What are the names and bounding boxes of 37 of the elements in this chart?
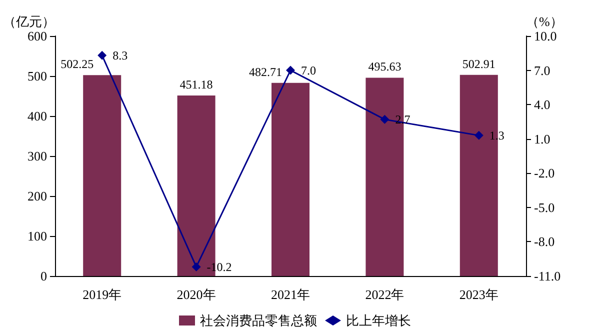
data-label: 7.0 bbox=[301, 63, 316, 78]
data-label: 502.25 bbox=[60, 57, 94, 72]
point bbox=[286, 66, 295, 75]
legend-label: 比上年增长 bbox=[346, 313, 411, 328]
point bbox=[380, 114, 390, 124]
y-tick-label: 0 bbox=[40, 268, 47, 284]
y-tick-label: 600 bbox=[28, 28, 47, 44]
point bbox=[192, 262, 201, 272]
y-tick-label: 100 bbox=[28, 228, 47, 244]
point bbox=[474, 130, 484, 140]
x-tick-label: 2023年 bbox=[459, 287, 498, 302]
data-label: 495.63 bbox=[368, 60, 402, 74]
y2-tick-label: 1.0 bbox=[534, 131, 550, 146]
y-tick-label: 400 bbox=[28, 108, 47, 124]
y2-tick-label: 4.0 bbox=[534, 97, 550, 112]
x-tick-label: 2019年 bbox=[82, 287, 122, 302]
point bbox=[98, 50, 107, 60]
y-tick-label: 500 bbox=[28, 68, 47, 84]
data-label: 502.91 bbox=[462, 56, 496, 71]
y2-tick-label: -8.0 bbox=[534, 234, 555, 250]
y2-tick-label: -11.0 bbox=[534, 268, 561, 284]
y-tick-label: 200 bbox=[28, 188, 47, 204]
data-label: 8.3 bbox=[112, 48, 128, 62]
y-axis-title: （亿元） bbox=[3, 14, 55, 29]
x-tick-label: 2022年 bbox=[365, 287, 404, 302]
y2-tick-label: 7.0 bbox=[534, 62, 550, 78]
x-tick-label: 2020年 bbox=[176, 287, 216, 302]
y2-axis-title: （%） bbox=[526, 14, 563, 29]
x-tick-label: 2021年 bbox=[271, 287, 310, 302]
data-label: 482.71 bbox=[249, 64, 282, 79]
legend-label: 社会消费品零售总额 bbox=[200, 313, 317, 328]
y2-tick-label: -5.0 bbox=[534, 200, 555, 215]
data-label: 2.7 bbox=[395, 112, 410, 126]
data-label: 451.18 bbox=[180, 78, 213, 92]
y-tick-label: 300 bbox=[28, 148, 47, 164]
y2-tick-label: -2.0 bbox=[534, 166, 555, 181]
y2-tick-label: 10.0 bbox=[534, 28, 557, 44]
